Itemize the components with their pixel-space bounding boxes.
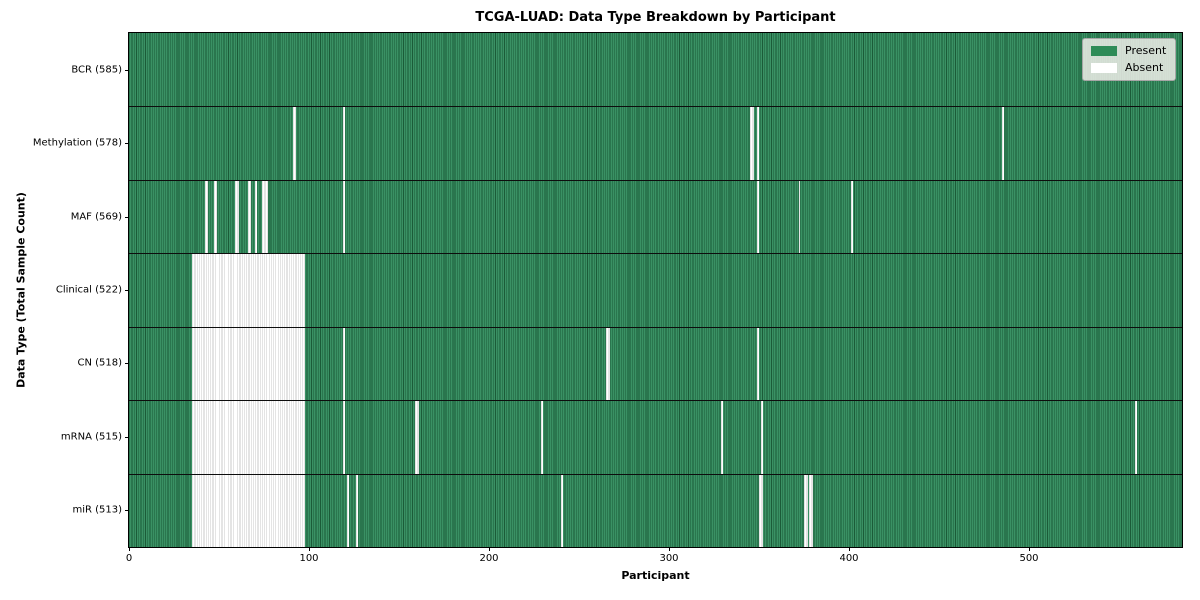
absent-stripe [760,400,763,474]
heatmap-row-Methylation [129,106,1182,180]
legend-present-label: Present [1125,44,1167,57]
absent-stripe [213,179,218,254]
x-tick [848,547,850,551]
x-tick-label-300: 300 [659,553,679,564]
y-tick [125,69,129,71]
legend: Present Absent [1082,38,1176,81]
y-tick [125,143,129,145]
absent-stripe [255,179,257,254]
heatmap-row-miR [129,473,1182,547]
y-tick-label-mRNA: mRNA (515) [60,431,122,443]
heatmap-row-CN [129,326,1182,401]
y-tick [125,216,129,218]
absent-stripe [343,106,345,180]
heatmap-row-mRNA [129,400,1182,474]
y-tick-label-miR: miR (513) [72,504,122,516]
row-separator [129,179,1182,181]
absent-stripe [343,400,345,474]
x-axis-label: Participant [621,569,690,582]
y-tick-label-BCR: BCR (585) [71,64,122,76]
x-tick-label-200: 200 [479,553,499,564]
x-tick-label-100: 100 [299,553,319,564]
y-tick-label-Methylation: Methylation (578) [32,137,122,149]
x-tick [128,547,130,551]
absent-stripe [721,400,723,474]
absent-stripe [606,326,610,401]
x-tick [668,547,670,551]
legend-item-absent: Absent [1091,62,1167,74]
absent-stripe [343,179,345,254]
absent-stripe [757,326,759,401]
absent-stripe [292,106,297,180]
absent-stripe [809,473,813,547]
absent-stripe [343,326,345,401]
x-tick-label-400: 400 [839,553,859,564]
absent-stripe [798,179,801,254]
absent-stripe [204,179,209,254]
absent-stripe [750,106,754,180]
absent-stripe [561,473,563,547]
absent-stripe [1135,400,1137,474]
y-tick-label-CN: CN (518) [77,357,122,369]
chart-title: TCGA-LUAD: Data Type Breakdown by Partic… [475,10,836,25]
absent-stripe [192,400,306,474]
row-separator [129,253,1182,255]
absent-stripe [247,179,252,254]
y-axis-label: Data Type (Total Sample Count) [14,192,28,388]
absent-stripe [192,473,306,547]
x-tick [308,547,310,551]
y-tick-label-Clinical: Clinical (522) [55,284,122,296]
absent-stripe [804,473,808,547]
row-separator [129,400,1182,402]
legend-absent-label: Absent [1125,61,1164,74]
heatmap-row-MAF [129,179,1182,254]
y-tick-label-MAF: MAF (569) [70,211,122,223]
absent-stripe [757,179,759,254]
plot-area: Present Absent 0 100 200 300 400 500 [125,32,1183,564]
absent-stripe [759,473,763,547]
y-tick [125,436,129,438]
absent-stripe [355,473,358,547]
absent-stripe [850,179,853,254]
y-tick [125,290,129,291]
absent-stripe [1002,106,1004,180]
y-tick [125,363,129,365]
absent-stripe [235,179,239,254]
row-separator [129,473,1182,475]
x-tick [488,547,490,551]
legend-item-present: Present [1091,45,1167,57]
row-separator [129,106,1182,108]
absent-stripe [415,400,419,474]
absent-stripe [346,473,349,547]
heatmap-row-BCR [129,33,1182,107]
absent-swatch-icon [1091,63,1117,73]
y-tick [125,510,129,512]
absent-stripe [192,253,306,327]
absent-stripe [757,106,759,180]
absent-stripe [541,400,543,474]
x-tick-label-0: 0 [125,553,133,564]
absent-stripe [192,326,306,401]
present-swatch-icon [1091,46,1117,56]
heatmap-row-Clinical [129,253,1182,327]
x-tick-label-500: 500 [1019,553,1039,564]
x-tick [1028,547,1030,551]
absent-stripe [262,179,268,254]
row-separator [129,326,1182,328]
